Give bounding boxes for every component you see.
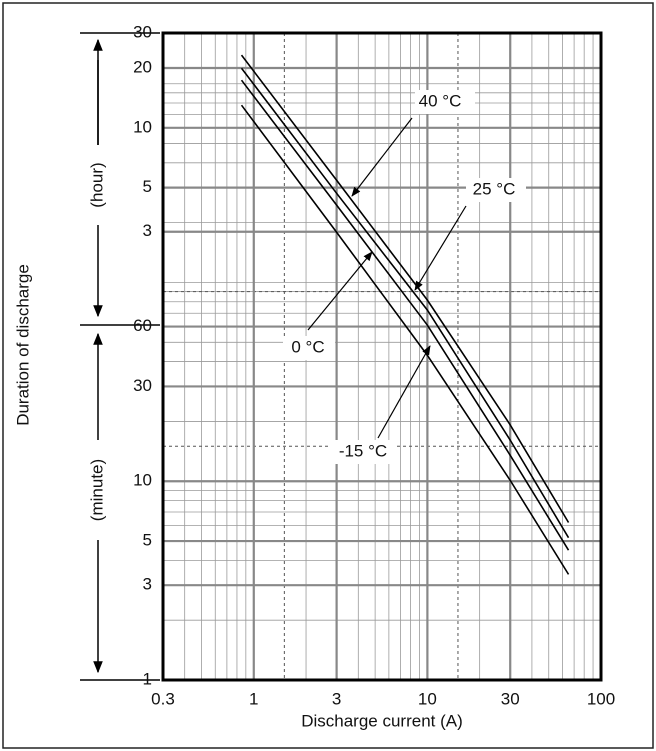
y-tick-label: 30 — [133, 22, 152, 41]
grid — [161, 31, 603, 682]
x-axis-label: Discharge current (A) — [301, 711, 463, 730]
y-unit-minute: (minute) — [87, 459, 106, 521]
y-tick-label: 3 — [143, 221, 152, 240]
y-unit-hour: (hour) — [87, 162, 106, 207]
y-tick-label: 10 — [133, 117, 152, 136]
series-label: 40 °C — [419, 91, 462, 110]
series-line — [240, 79, 570, 551]
series-label: 25 °C — [473, 179, 516, 198]
y-tick-label: 60 — [133, 316, 152, 335]
lines — [240, 54, 570, 575]
y-tick-label: 5 — [143, 531, 152, 550]
x-tick-label: 30 — [501, 689, 520, 708]
y-tick-label: 30 — [133, 376, 152, 395]
x-tick-label: 100 — [587, 689, 615, 708]
y-tick-label: 10 — [133, 471, 152, 490]
x-tick-label: 0.3 — [151, 689, 175, 708]
series-label: -15 °C — [339, 441, 387, 460]
y-tick-label: 1 — [143, 669, 152, 688]
series-line — [240, 54, 570, 523]
series-label: 0 °C — [291, 337, 324, 356]
y-tick-label: 5 — [143, 177, 152, 196]
x-tick-label: 3 — [332, 689, 341, 708]
y-tick-label: 3 — [143, 575, 152, 594]
x-tick-label: 1 — [249, 689, 258, 708]
plot-border — [161, 31, 603, 682]
x-tick-label: 10 — [418, 689, 437, 708]
series-line — [240, 67, 570, 539]
y-tick-label: 20 — [133, 57, 152, 76]
axis-labels: (hour) (minute) Duration of discharge Di… — [13, 145, 463, 730]
y-axis-label: Duration of discharge — [13, 264, 32, 426]
annotations: 40 °C 25 °C 0 °C -15 °C — [283, 90, 526, 464]
